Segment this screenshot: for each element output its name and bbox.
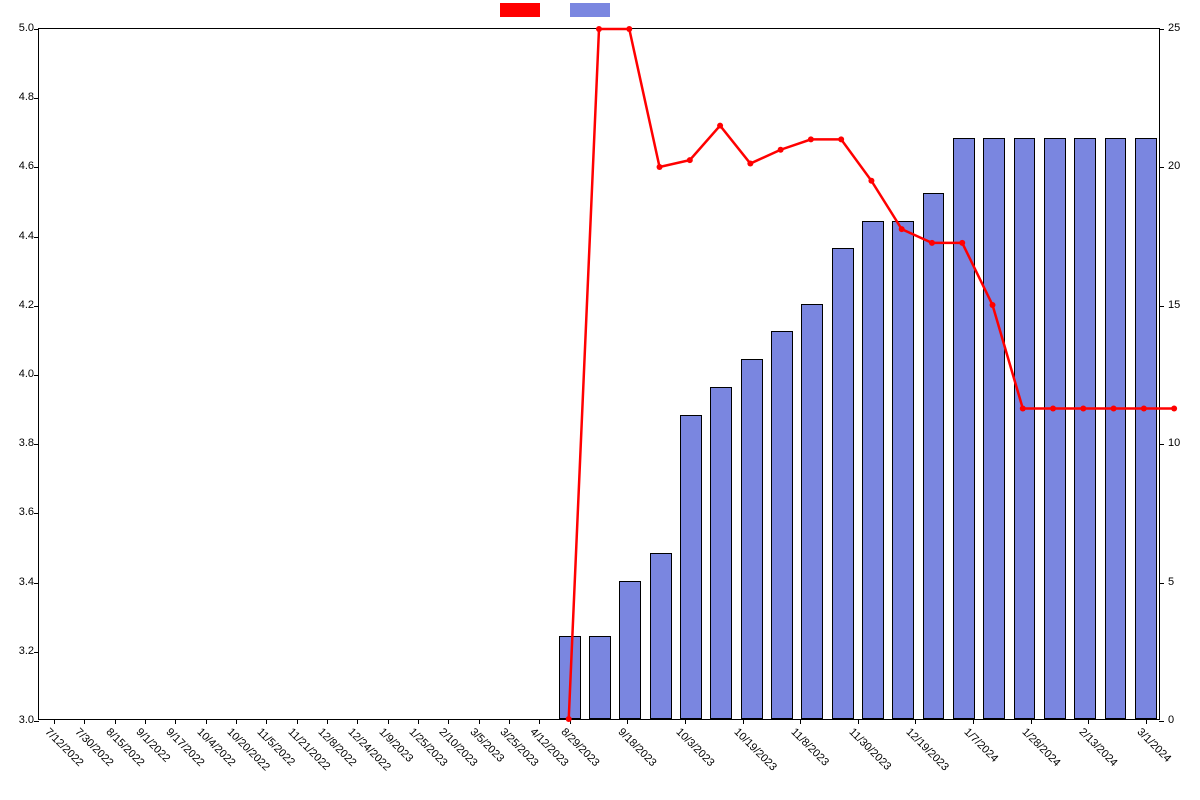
line-marker [1111, 406, 1117, 412]
line-marker [929, 240, 935, 246]
x-tick-label: 2/13/2024 [1077, 726, 1120, 769]
x-axis: 7/12/20227/30/20228/15/20229/1/20229/17/… [38, 720, 1160, 800]
y-left-tick-label: 4.4 [19, 230, 34, 242]
y-right-tick-label: 25 [1168, 22, 1180, 34]
x-tick-label: 10/3/2023 [673, 726, 716, 769]
y-left-tick-label: 3.4 [19, 576, 34, 588]
y-right-tick-label: 0 [1168, 714, 1174, 726]
line-marker [657, 164, 663, 170]
y-left-tick-label: 3.8 [19, 437, 34, 449]
line-marker [717, 123, 723, 129]
x-tick-label: 3/1/2024 [1134, 726, 1173, 765]
y-left-tick-label: 3.6 [19, 506, 34, 518]
y-left-tick-label: 3.2 [19, 645, 34, 657]
x-tick-label: 1/28/2024 [1019, 726, 1062, 769]
chart-container: 3.0 3.2 3.4 3.6 3.8 4.0 4.2 4.4 4.6 4.8 5.0 0 5 10 15… [0, 0, 1200, 800]
y-left-tick-label: 4.8 [19, 91, 34, 103]
line-marker [899, 226, 905, 232]
y-left-tick-label: 4.0 [19, 368, 34, 380]
line-path [569, 29, 1174, 719]
x-tick-label: 10/19/2023 [731, 726, 778, 773]
y-left-tick-label: 4.6 [19, 160, 34, 172]
line-marker [838, 136, 844, 142]
y-axis-right: 0510152025 [1162, 28, 1200, 720]
y-axis-left: 3.03.23.43.63.84.04.24.44.64.85.0 [0, 28, 36, 720]
line-marker [778, 147, 784, 153]
y-right-tick-label: 5 [1168, 576, 1174, 588]
y-left-tick-label: 4.2 [19, 299, 34, 311]
line-marker [868, 178, 874, 184]
x-tick-label: 11/8/2023 [789, 726, 832, 769]
legend-swatch-bar [570, 3, 610, 17]
line-marker [959, 240, 965, 246]
x-tick-label: 11/30/2023 [846, 726, 893, 773]
plot-area [38, 28, 1160, 720]
y-right-tick-label: 20 [1168, 160, 1180, 172]
y-right-tick-label: 10 [1168, 437, 1180, 449]
legend [500, 0, 610, 20]
line-marker [626, 26, 632, 32]
line-marker [1080, 406, 1086, 412]
legend-swatch-line [500, 3, 540, 17]
x-tick-label: 12/19/2023 [904, 726, 951, 773]
x-tick-label: 9/18/2023 [616, 726, 659, 769]
line-marker [1141, 406, 1147, 412]
line-marker [1020, 406, 1026, 412]
line-series [39, 29, 1159, 719]
line-marker [808, 136, 814, 142]
line-marker [687, 157, 693, 163]
line-marker [1171, 406, 1177, 412]
line-marker [747, 161, 753, 167]
line-marker [1050, 406, 1056, 412]
line-marker [990, 302, 996, 308]
y-right-tick-label: 15 [1168, 299, 1180, 311]
y-left-tick-label: 3.0 [19, 714, 34, 726]
y-left-tick-label: 5.0 [19, 22, 34, 34]
x-tick-label: 1/7/2024 [961, 726, 1000, 765]
line-marker [596, 26, 602, 32]
